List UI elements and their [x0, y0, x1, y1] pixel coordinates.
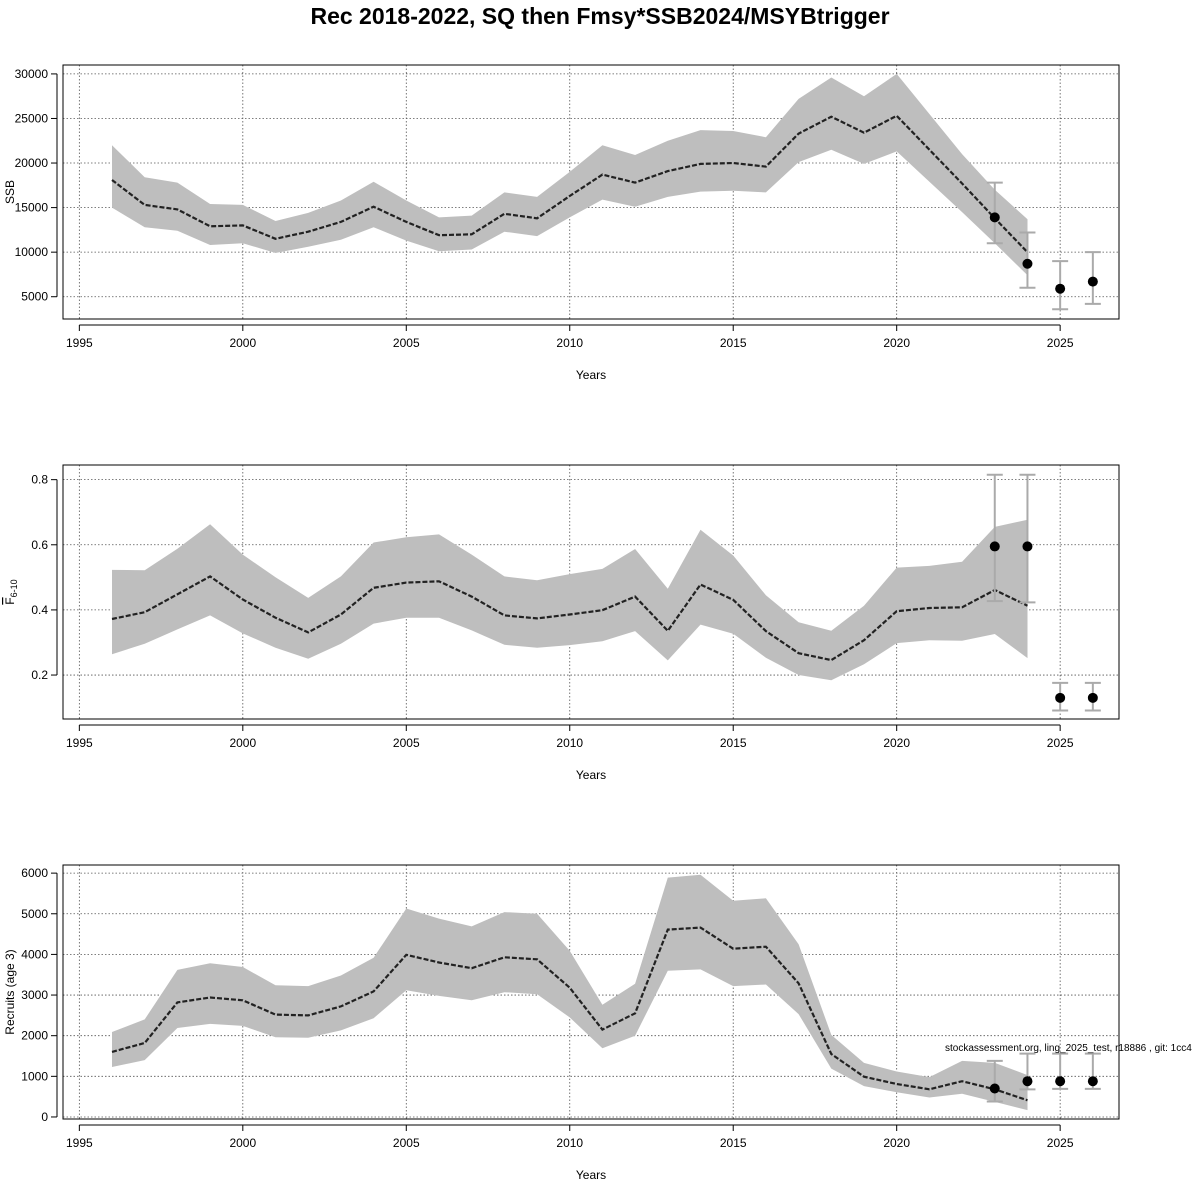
plot-frame [62, 864, 1120, 1120]
y-tick-label: 0.6 [31, 538, 48, 552]
x-tick-label: 1995 [66, 1136, 93, 1150]
y-tick-label: 5000 [21, 907, 48, 921]
y-tick-label: 30000 [15, 67, 49, 81]
forecast-point [1055, 283, 1066, 294]
forecast-point [1087, 276, 1098, 287]
x-tick-label: 2015 [720, 336, 747, 350]
x-tick-label: 2015 [720, 736, 747, 750]
estimate-line [111, 926, 1028, 1102]
y-tick-label: 20000 [15, 156, 49, 170]
x-tick-label: 2020 [883, 336, 910, 350]
y-tick-label: 4000 [21, 947, 48, 961]
x-tick-label: 2010 [556, 336, 583, 350]
x-axis-label: Years [576, 368, 606, 382]
x-tick-label: 2025 [1047, 736, 1074, 750]
x-tick-label: 2000 [229, 1136, 256, 1150]
forecast-point [1022, 541, 1033, 552]
x-tick-label: 1995 [66, 336, 93, 350]
watermark-text: stockassessment.org, ling_2025_test, r18… [945, 1043, 1192, 1054]
x-tick-label: 2000 [229, 336, 256, 350]
y-axis-label: Recruits (age 3) [3, 949, 17, 1034]
y-tick-label: 0 [41, 1110, 48, 1124]
x-tick-label: 2010 [556, 1136, 583, 1150]
x-tick-label: 2025 [1047, 336, 1074, 350]
forecast-point [1087, 692, 1098, 703]
confidence-band [112, 519, 1028, 681]
forecast-point [989, 541, 1000, 552]
forecast-point [1022, 1076, 1033, 1087]
forecast-point [989, 212, 1000, 223]
forecast-point [1055, 692, 1066, 703]
confidence-band [112, 874, 1028, 1111]
y-tick-label: 5000 [21, 290, 48, 304]
estimate-line [111, 575, 1028, 662]
y-axis-label: SSB [3, 180, 17, 204]
x-tick-label: 1995 [66, 736, 93, 750]
y-tick-label: 10000 [15, 245, 49, 259]
ssb-panel: 1995 2000 2005 2010 2015 2020 2025 Years 5000 100… [3, 64, 1120, 382]
x-tick-label: 2015 [720, 1136, 747, 1150]
forecast-point [1055, 1076, 1066, 1087]
y-tick-label: 1000 [21, 1069, 48, 1083]
forecast-point [1022, 258, 1033, 269]
x-tick-label: 2020 [883, 1136, 910, 1150]
y-axis-label: F6-10 [3, 579, 19, 604]
fishing-mortality-panel: 1995 2000 2005 2010 2015 2020 2025 Years 0.2 0.4 0… [3, 464, 1120, 782]
forecast-point [989, 1083, 1000, 1094]
x-tick-label: 2005 [393, 736, 420, 750]
forecast-point [1087, 1076, 1098, 1087]
x-axis-label: Years [576, 1168, 606, 1182]
y-tick-label: 0.4 [31, 603, 48, 617]
y-tick-label: 0.8 [31, 473, 48, 487]
x-tick-label: 2000 [229, 736, 256, 750]
y-tick-label: 0.2 [31, 668, 48, 682]
x-tick-label: 2020 [883, 736, 910, 750]
confidence-band [112, 73, 1028, 276]
x-tick-label: 2025 [1047, 1136, 1074, 1150]
x-tick-label: 2005 [393, 1136, 420, 1150]
y-tick-label: 6000 [21, 866, 48, 880]
y-tick-label: 3000 [21, 988, 48, 1002]
x-tick-label: 2005 [393, 336, 420, 350]
plot-frame [62, 464, 1120, 720]
estimate-line [111, 114, 1029, 253]
chart-title: Rec 2018-2022, SQ then Fmsy*SSB2024/MSYB… [310, 3, 890, 29]
x-tick-label: 2010 [556, 736, 583, 750]
x-axis-label: Years [576, 768, 606, 782]
plot-frame [62, 64, 1120, 320]
y-tick-label: 2000 [21, 1029, 48, 1043]
recruits-panel: 1995 2000 2005 2010 2015 2020 2025 Years 0 1000 20… [3, 864, 1120, 1182]
y-tick-label: 15000 [15, 201, 49, 215]
y-tick-label: 25000 [15, 111, 49, 125]
